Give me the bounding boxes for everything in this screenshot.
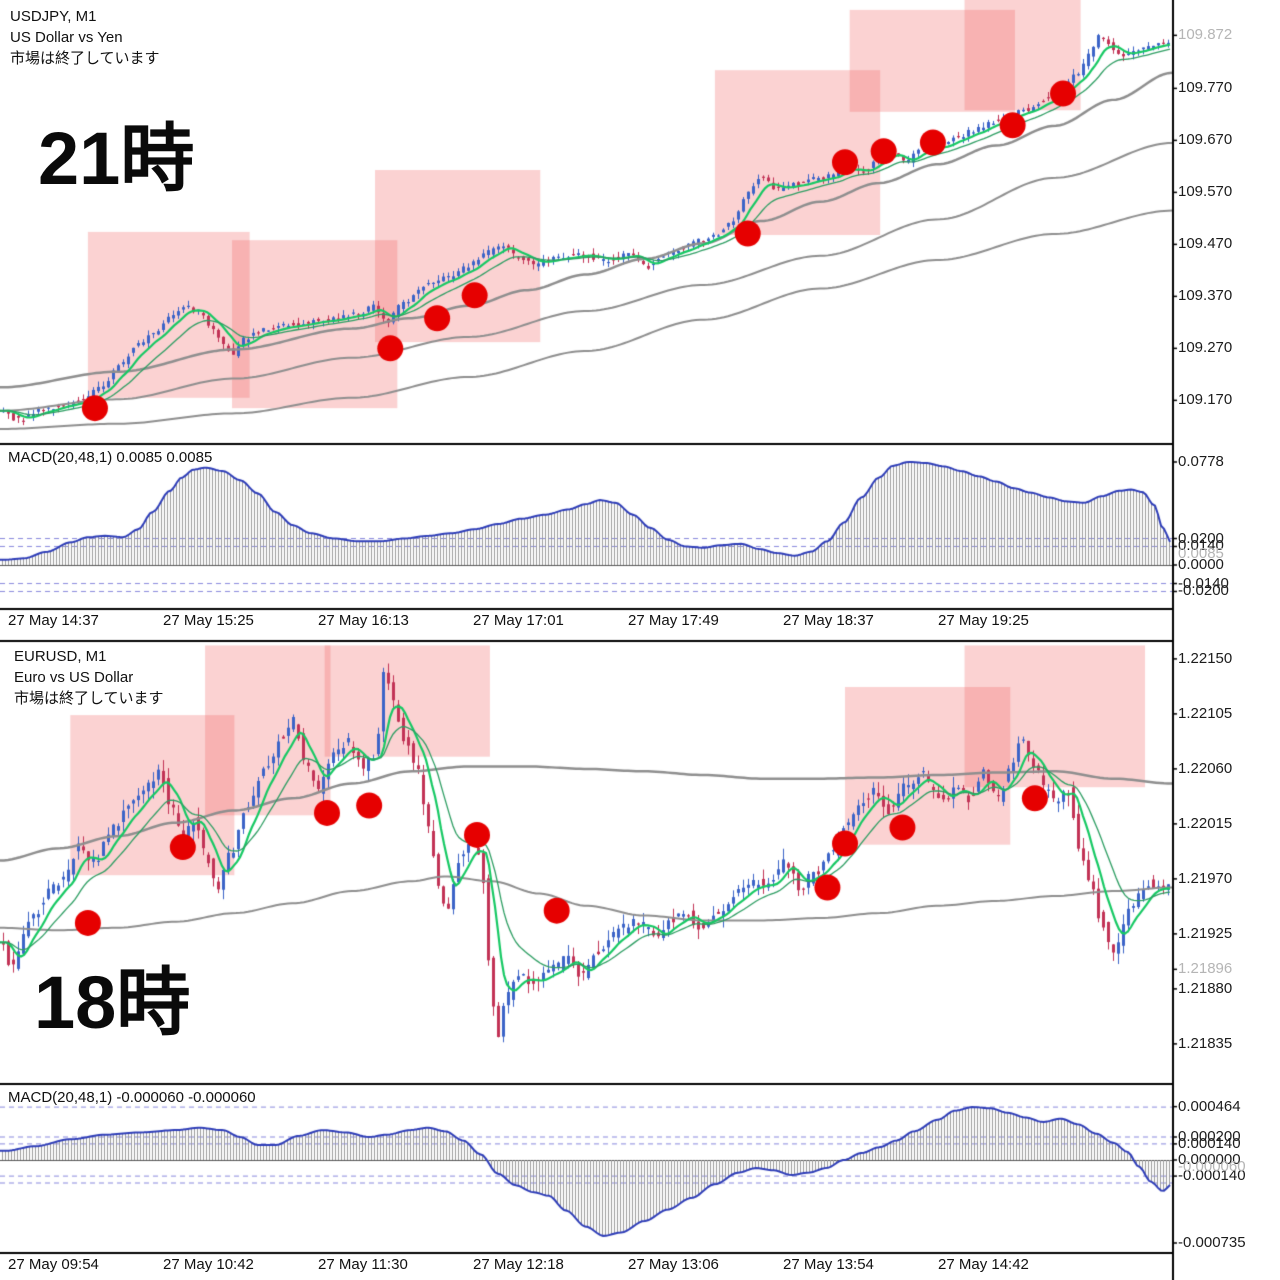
time-axis-label: 27 May 16:13 [318,612,409,629]
price-axis-label: 109.570 [1178,183,1233,201]
chart2-symbol-label: EURUSD, M1 [14,648,107,665]
time-axis-label: 27 May 15:25 [163,612,254,629]
price-axis-label: 1.22150 [1178,649,1233,667]
time-axis-label: 27 May 09:54 [8,1256,99,1273]
time-axis-label: 27 May 18:37 [783,612,874,629]
price-axis-label: 109.670 [1178,131,1233,149]
chart1-market-status-label: 市場は終了しています [10,50,160,67]
macd-axis-label: 0.000464 [1178,1097,1241,1115]
current-price-label: 1.21896 [1178,960,1233,978]
price-axis-label: 1.21880 [1178,979,1233,997]
current-price-label: 109.872 [1178,26,1233,44]
price-axis-label: 1.21835 [1178,1034,1233,1052]
price-axis-label: 109.170 [1178,391,1233,409]
chart1-macd-indicator-label: MACD(20,48,1) 0.0085 0.0085 [8,449,213,466]
macd-axis-label: -0.000735 [1178,1234,1246,1251]
time-axis-label: 27 May 13:06 [628,1256,719,1273]
macd-axis-label: -0.000140 [1178,1167,1246,1185]
current-macd-label: -0.000060 [1178,1157,1246,1175]
chart2-time-annotation: 18時 [34,961,191,1044]
chart2-header: EURUSD, M1 Euro vs US Dollar 市場は終了しています [14,646,164,709]
price-axis-label: 1.22060 [1178,759,1233,777]
time-axis-label: 27 May 17:49 [628,612,719,629]
macd-axis-label: 0.0200 [1178,529,1224,547]
time-axis-label: 27 May 19:25 [938,612,1029,629]
macd-axis-label: 0.0778 [1178,452,1224,470]
chart2-description-label: Euro vs US Dollar [14,669,134,686]
current-macd-label: 0.0085 [1178,544,1224,562]
macd-axis-label: 0.0000 [1178,556,1224,573]
chart2-market-status-label: 市場は終了しています [14,690,164,707]
price-axis-label: 109.770 [1178,79,1233,97]
macd-axis-label: 0.000200 [1178,1128,1241,1145]
price-axis-label: 1.22015 [1178,814,1233,832]
chart1-description-label: US Dollar vs Yen [10,29,123,46]
macd-axis-label: -0.0200 [1178,582,1229,600]
macd-axis-label: 0.0140 [1178,537,1224,555]
time-axis-label: 27 May 10:42 [163,1256,254,1273]
price-axis-label: 109.370 [1178,287,1233,305]
chart1-time-annotation: 21時 [38,117,195,200]
macd-axis-label: -0.0140 [1178,574,1229,592]
macd-axis-label: 0.000140 [1178,1134,1241,1152]
chart2-macd-indicator-label: MACD(20,48,1) -0.000060 -0.000060 [8,1089,256,1106]
time-axis-label: 27 May 11:30 [318,1256,408,1273]
price-axis-label: 1.22105 [1178,704,1233,722]
time-axis-label: 27 May 14:42 [938,1256,1029,1273]
price-axis-label: 1.21970 [1178,869,1233,887]
price-axis-label: 1.21925 [1178,924,1233,942]
chart1-symbol-label: USDJPY, M1 [10,8,97,25]
chart1-header: USDJPY, M1 US Dollar vs Yen 市場は終了しています [10,6,160,69]
time-axis-label: 27 May 13:54 [783,1256,874,1273]
price-axis-label: 109.470 [1178,235,1233,253]
time-axis-label: 27 May 12:18 [473,1256,564,1273]
time-axis-label: 27 May 14:37 [8,612,99,629]
price-axis-label: 109.270 [1178,339,1233,357]
time-axis-label: 27 May 17:01 [473,612,564,629]
macd-axis-label: 0.000000 [1178,1151,1241,1168]
